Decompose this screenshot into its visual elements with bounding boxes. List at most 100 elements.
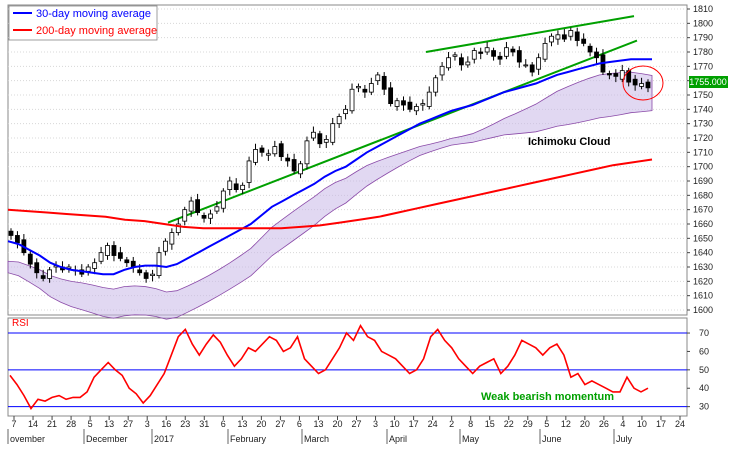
candle-body: [137, 269, 143, 274]
rsi-panel: 30 40 50 60 70: [8, 324, 709, 412]
candle-body: [491, 50, 496, 57]
x-month-label: December: [86, 434, 128, 444]
last-price-label: 1755.000: [689, 77, 727, 87]
ma200-line: [7, 158, 653, 230]
x-day-label: 5: [544, 419, 549, 429]
ichimoku-cloud-area: [7, 71, 653, 320]
candle-body: [92, 262, 98, 269]
candle-body: [182, 209, 188, 222]
x-day-label: 17: [656, 419, 666, 429]
candle-body: [587, 45, 593, 53]
candle-body: [536, 57, 542, 70]
x-day-label: 21: [47, 419, 57, 429]
legend-ma30-label: 30-day moving average: [36, 8, 151, 20]
candle-body: [574, 31, 580, 41]
x-month-label: March: [304, 434, 329, 444]
price-y-tick-label: 1610: [693, 291, 713, 301]
candle-body: [639, 83, 644, 87]
candle-body: [542, 43, 548, 60]
candle-body: [465, 61, 471, 66]
candle-body: [375, 74, 381, 82]
candle-body: [471, 50, 477, 60]
price-y-tick-label: 1680: [693, 190, 713, 200]
candle-body: [452, 54, 458, 57]
candle-body: [246, 160, 252, 183]
x-day-label: 20: [580, 419, 590, 429]
price-y-tick-label: 1740: [693, 104, 713, 114]
price-y-tick-label: 1620: [693, 276, 713, 286]
x-day-label: 5: [88, 419, 93, 429]
price-y-tick-label: 1670: [693, 205, 713, 215]
trendline-upper: [425, 15, 635, 53]
candle-body: [362, 88, 368, 93]
price-grid: [8, 8, 687, 311]
candle-body: [265, 153, 271, 156]
candle-body: [169, 232, 175, 245]
x-day-label: 29: [523, 419, 533, 429]
candle-body: [85, 266, 91, 272]
candle-body: [150, 273, 155, 276]
candle-body: [143, 272, 149, 279]
x-day-label: 10: [390, 419, 400, 429]
price-y-tick-label: 1630: [693, 262, 713, 272]
trendline-lower: [167, 39, 638, 224]
price-y-tick-label: 1790: [693, 33, 713, 43]
rsi-panel-frame: [7, 317, 688, 417]
candle-body: [323, 139, 329, 143]
rsi-annotation: Weak bearish momentum: [481, 391, 614, 403]
candle-body: [613, 73, 619, 77]
candle-body: [40, 275, 46, 279]
x-day-label: 26: [599, 419, 609, 429]
x-month-label: April: [389, 434, 407, 444]
x-day-label: 28: [66, 419, 76, 429]
x-month-label: July: [616, 434, 633, 444]
x-day-label: 7: [11, 419, 16, 429]
price-y-tick-label: 1810: [693, 4, 713, 14]
ichimoku-cloud: [7, 71, 653, 320]
price-y-tick-label: 1780: [693, 47, 713, 57]
candle-body: [446, 57, 451, 69]
candle-body: [381, 75, 387, 90]
x-month-label: June: [542, 434, 562, 444]
candle-body: [632, 78, 638, 86]
candle-body: [401, 100, 406, 106]
candle-body: [497, 55, 503, 60]
x-day-label: 2: [449, 419, 454, 429]
candle-body: [439, 65, 445, 76]
candle-body: [188, 200, 194, 212]
rsi-y-tick-label: 30: [699, 402, 709, 412]
candle-body: [336, 116, 342, 125]
candle-body: [117, 252, 123, 259]
price-panel-frame: [7, 4, 688, 316]
x-day-label: 27: [123, 419, 133, 429]
candle-body: [105, 245, 110, 256]
price-y-tick-label: 1700: [693, 162, 713, 172]
price-y-tick-label: 1600: [693, 305, 713, 315]
x-day-label: 13: [237, 419, 247, 429]
legend-ma200-label: 200-day moving average: [36, 25, 157, 37]
candle-body: [278, 143, 284, 158]
candle-body: [227, 180, 233, 190]
candle-body: [568, 30, 574, 37]
x-day-label: 13: [313, 419, 323, 429]
candle-body: [8, 230, 14, 236]
x-day-label: 24: [428, 419, 438, 429]
x-month-label: May: [462, 434, 480, 444]
candle-body: [523, 64, 529, 67]
x-day-label: 4: [620, 419, 625, 429]
candle-body: [619, 70, 625, 80]
candle-body: [510, 48, 516, 53]
x-day-label: 23: [180, 419, 190, 429]
price-y-tick-label: 1660: [693, 219, 713, 229]
candle-body: [34, 262, 40, 274]
candle-body: [426, 91, 432, 107]
x-day-label: 31: [199, 419, 209, 429]
price-y-tick-label: 1720: [693, 133, 713, 143]
candle-body: [175, 223, 181, 234]
x-day-label: 8: [468, 419, 473, 429]
candle-body: [645, 81, 651, 89]
candle-body: [504, 47, 509, 57]
candle-body: [285, 157, 291, 162]
candle-body: [594, 51, 599, 59]
